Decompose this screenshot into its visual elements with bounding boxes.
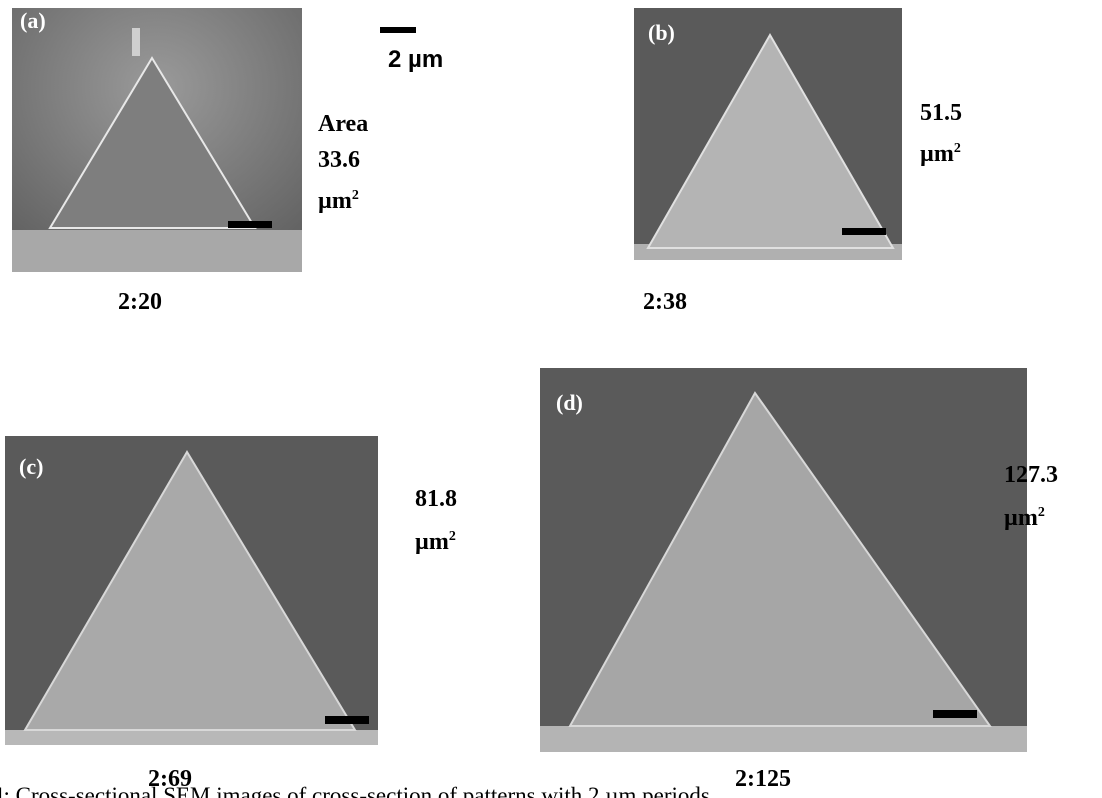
area-value: 81.8: [415, 486, 457, 512]
area-text: 51.5 µm2: [920, 95, 962, 172]
area-value: 33.6: [318, 147, 360, 173]
panel-label: (b): [648, 20, 675, 45]
ratio: 2:38: [643, 290, 687, 314]
area-unit: µm: [1004, 505, 1038, 531]
ratio: 2:125: [735, 767, 791, 791]
scale-bar: [380, 27, 416, 33]
unit-exponent: 2: [352, 188, 359, 203]
area-text: 127.3 µm2: [1004, 456, 1058, 537]
unit-exponent: 2: [449, 529, 456, 544]
area-value: 127.3: [1004, 462, 1058, 488]
area-unit: µm: [318, 188, 352, 214]
scale-bar-label: 2 µm: [388, 48, 443, 72]
area-unit: µm: [415, 529, 449, 555]
unit-exponent: 2: [954, 141, 961, 156]
area-unit: µm: [920, 141, 954, 167]
sem-image: (c): [5, 436, 378, 745]
sem-image: (d): [540, 368, 1027, 752]
figure-caption: 4: Cross-sectional SEM images of cross-s…: [0, 784, 710, 798]
page: (a) Area 33.6 µm2 2:20 2 µm (b) 51.5 µm2…: [0, 0, 1102, 798]
sem-image: (b): [634, 8, 902, 260]
area-prefix: Area: [318, 111, 368, 137]
area-text: 81.8 µm2: [415, 480, 457, 561]
unit-exponent: 2: [1038, 505, 1045, 520]
area-text: Area 33.6 µm2: [318, 106, 368, 219]
ratio: 2:20: [118, 290, 162, 314]
panel-label: (c): [19, 454, 43, 479]
panel-label: (d): [556, 390, 583, 415]
sem-image: (a): [12, 8, 302, 272]
panel-label: (a): [20, 8, 46, 33]
area-value: 51.5: [920, 100, 962, 126]
